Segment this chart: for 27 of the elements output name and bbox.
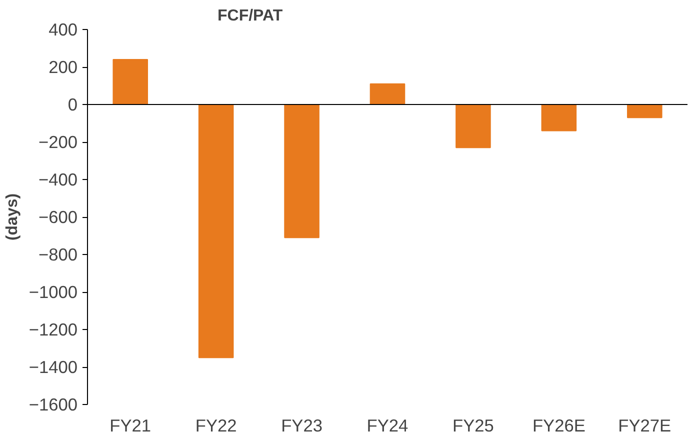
x-tick-label: FY23 xyxy=(281,416,322,436)
x-tick-label: FY21 xyxy=(110,416,152,436)
y-tick-label: −400 xyxy=(38,170,78,190)
x-tick-label: FY24 xyxy=(366,416,409,436)
bar xyxy=(627,104,662,118)
bar xyxy=(541,104,577,132)
y-tick-label: −1400 xyxy=(28,357,78,377)
bar xyxy=(284,104,320,238)
y-tick-label: 200 xyxy=(48,57,78,77)
bar xyxy=(370,83,406,105)
y-tick-label: −1200 xyxy=(28,320,78,340)
x-tick-label: FY25 xyxy=(452,416,494,436)
bar xyxy=(112,59,148,105)
y-tick-label: −200 xyxy=(38,132,78,152)
y-tick-label: −800 xyxy=(38,244,78,264)
x-tick-label: FY27E xyxy=(618,416,672,436)
chart-title: FCF/PAT xyxy=(218,8,283,24)
y-tick-label: −1000 xyxy=(28,282,78,302)
bar xyxy=(456,104,491,148)
y-tick-label: −1600 xyxy=(28,394,78,414)
x-tick-label: FY22 xyxy=(195,416,237,436)
y-tick-label: 0 xyxy=(68,94,78,114)
y-tick-label: 400 xyxy=(48,20,78,40)
y-axis-title: (days) xyxy=(4,193,21,241)
x-tick-label: FY26E xyxy=(532,416,586,436)
y-tick-label: −600 xyxy=(38,207,78,227)
bar xyxy=(198,104,234,358)
